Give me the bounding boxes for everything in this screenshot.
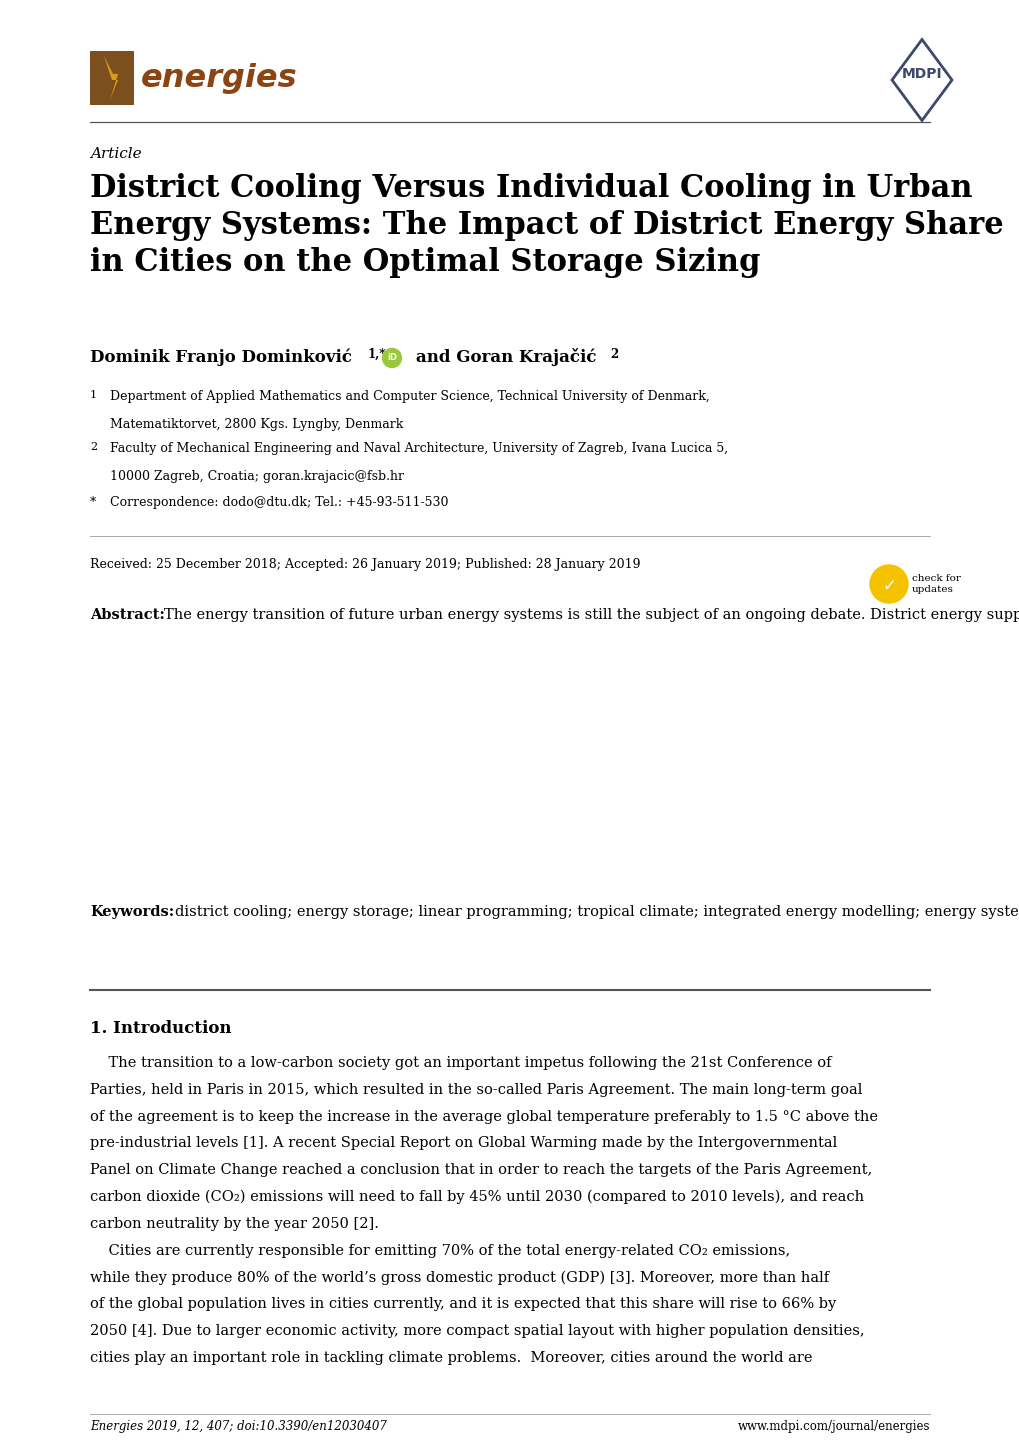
Text: Cities are currently responsible for emitting 70% of the total energy-related CO: Cities are currently responsible for emi…: [90, 1243, 790, 1257]
Text: Parties, held in Paris in 2015, which resulted in the so-called Paris Agreement.: Parties, held in Paris in 2015, which re…: [90, 1083, 861, 1097]
Text: 10000 Zagreb, Croatia; goran.krajacic@fsb.hr: 10000 Zagreb, Croatia; goran.krajacic@fs…: [110, 470, 404, 483]
Polygon shape: [104, 56, 118, 99]
Text: 1. Introduction: 1. Introduction: [90, 1019, 231, 1037]
Text: Faculty of Mechanical Engineering and Naval Architecture, University of Zagreb, : Faculty of Mechanical Engineering and Na…: [110, 443, 728, 456]
Text: Received: 25 December 2018; Accepted: 26 January 2019; Published: 28 January 201: Received: 25 December 2018; Accepted: 26…: [90, 558, 640, 571]
Text: ✓: ✓: [881, 577, 895, 596]
Text: 2: 2: [609, 348, 618, 360]
Circle shape: [382, 349, 401, 368]
Text: and Goran Krajačić: and Goran Krajačić: [416, 348, 596, 366]
Text: The transition to a low-carbon society got an important impetus following the 21: The transition to a low-carbon society g…: [90, 1056, 830, 1070]
Text: of the global population lives in cities currently, and it is expected that this: of the global population lives in cities…: [90, 1298, 836, 1311]
Text: energies: energies: [141, 62, 298, 94]
Text: Department of Applied Mathematics and Computer Science, Technical University of : Department of Applied Mathematics and Co…: [110, 389, 709, 402]
Text: while they produce 80% of the world’s gross domestic product (GDP) [3]. Moreover: while they produce 80% of the world’s gr…: [90, 1270, 828, 1285]
Text: Abstract:: Abstract:: [90, 609, 165, 622]
Text: Keywords:: Keywords:: [90, 906, 174, 919]
Text: pre-industrial levels [1]. A recent Special Report on Global Warming made by the: pre-industrial levels [1]. A recent Spec…: [90, 1136, 837, 1151]
Text: The energy transition of future urban energy systems is still the subject of an : The energy transition of future urban en…: [164, 609, 1019, 622]
Text: Dominik Franjo Dominković: Dominik Franjo Dominković: [90, 348, 352, 365]
Text: cities play an important role in tackling climate problems.  Moreover, cities ar: cities play an important role in tacklin…: [90, 1351, 812, 1364]
Text: *: *: [90, 496, 96, 509]
Text: 2050 [4]. Due to larger economic activity, more compact spatial layout with high: 2050 [4]. Due to larger economic activit…: [90, 1324, 864, 1338]
FancyBboxPatch shape: [90, 50, 133, 105]
Text: district cooling; energy storage; linear programming; tropical climate; integrat: district cooling; energy storage; linear…: [175, 906, 1019, 919]
Text: 1: 1: [90, 389, 97, 399]
Text: District Cooling Versus Individual Cooling in Urban
Energy Systems: The Impact o: District Cooling Versus Individual Cooli…: [90, 173, 1003, 278]
Text: Panel on Climate Change reached a conclusion that in order to reach the targets : Panel on Climate Change reached a conclu…: [90, 1164, 871, 1177]
Text: check for
updates: check for updates: [911, 574, 960, 594]
Text: 1,*: 1,*: [368, 348, 386, 360]
Circle shape: [869, 565, 907, 603]
Text: www.mdpi.com/journal/energies: www.mdpi.com/journal/energies: [737, 1420, 929, 1433]
Text: 2: 2: [90, 443, 97, 451]
Text: Article: Article: [90, 147, 142, 162]
Text: of the agreement is to keep the increase in the average global temperature prefe: of the agreement is to keep the increase…: [90, 1109, 877, 1123]
Text: Correspondence: dodo@dtu.dk; Tel.: +45-93-511-530: Correspondence: dodo@dtu.dk; Tel.: +45-9…: [110, 496, 448, 509]
Text: MDPI: MDPI: [901, 66, 942, 81]
Text: carbon dioxide (CO₂) emissions will need to fall by 45% until 2030 (compared to : carbon dioxide (CO₂) emissions will need…: [90, 1190, 863, 1204]
Text: iD: iD: [386, 353, 396, 362]
Text: carbon neutrality by the year 2050 [2].: carbon neutrality by the year 2050 [2].: [90, 1217, 378, 1231]
Text: Energies 2019, 12, 407; doi:10.3390/en12030407: Energies 2019, 12, 407; doi:10.3390/en12…: [90, 1420, 386, 1433]
Text: Matematiktorvet, 2800 Kgs. Lyngby, Denmark: Matematiktorvet, 2800 Kgs. Lyngby, Denma…: [110, 418, 403, 431]
